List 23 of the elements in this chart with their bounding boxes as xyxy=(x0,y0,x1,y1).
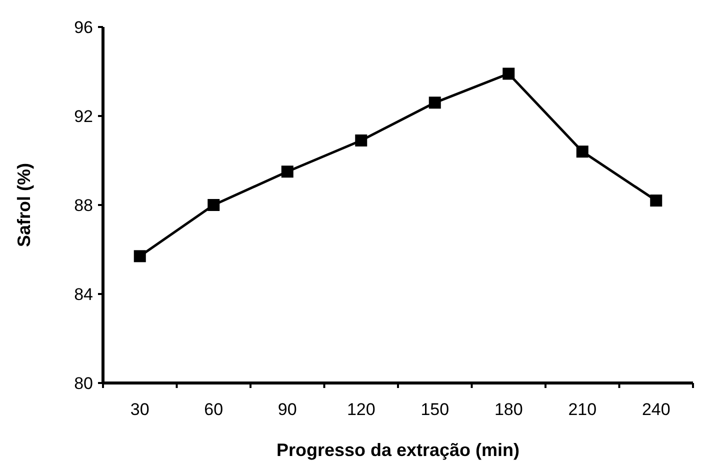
point xyxy=(576,146,588,158)
point xyxy=(355,134,368,146)
point xyxy=(134,250,146,262)
x-tick-label: 240 xyxy=(642,400,670,419)
point xyxy=(502,68,515,80)
y-axis-title: Safrol (%) xyxy=(14,162,34,248)
x-tick-label: 120 xyxy=(346,400,376,419)
x-tick-label: 210 xyxy=(568,400,597,419)
x-tick-label: 90 xyxy=(278,400,297,419)
x-tick-label: 180 xyxy=(494,400,523,419)
y-tick-label: 84 xyxy=(74,284,93,304)
y-tick-label: 88 xyxy=(74,196,93,215)
y-tick-label: 80 xyxy=(74,374,93,393)
point xyxy=(428,96,441,109)
point xyxy=(208,199,220,211)
point xyxy=(650,194,662,207)
y-tick-label: 96 xyxy=(74,18,93,37)
point xyxy=(281,166,294,178)
y-tick-label: 92 xyxy=(74,106,93,126)
x-tick-label: 30 xyxy=(130,400,150,419)
x-tick-label: 150 xyxy=(420,400,450,419)
x-axis-title: Progresso da extração (min) xyxy=(276,440,520,460)
x-tick-label: 60 xyxy=(204,400,224,419)
